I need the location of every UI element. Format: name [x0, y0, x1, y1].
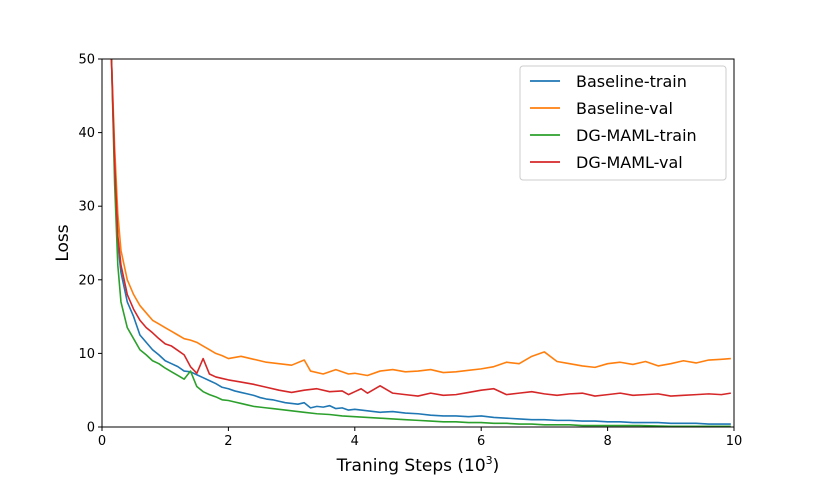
x-axis: 0 2 4 6 8 10	[98, 427, 742, 449]
legend-box	[519, 65, 727, 181]
x-axis-label: Traning Steps (103)	[336, 454, 500, 476]
y-tick-label: 40	[78, 126, 95, 141]
y-tick-label: 50	[78, 53, 95, 68]
series-line-baseline-train	[110, 59, 731, 425]
series-line-dg-maml-val	[110, 59, 731, 397]
x-tick-label: 0	[98, 434, 106, 449]
y-tick-label: 30	[78, 200, 95, 215]
x-tick-label: 2	[224, 434, 232, 449]
x-tick-label: 6	[477, 434, 485, 449]
x-tick-label: 8	[603, 434, 611, 449]
y-tick-label: 0	[87, 421, 95, 436]
x-axis-label-text: Traning Steps (10	[336, 456, 486, 476]
legend-label-dg-maml-train: DG-MAML-train	[576, 126, 697, 145]
legend-label-dg-maml-val: DG-MAML-val	[576, 153, 683, 172]
y-axis-label: Loss	[53, 224, 73, 261]
y-tick-label: 10	[78, 347, 95, 362]
x-tick-label: 10	[726, 434, 743, 449]
x-tick-label: 4	[351, 434, 359, 449]
x-axis-label-close: )	[493, 456, 500, 476]
y-tick-label: 20	[78, 273, 95, 288]
legend-label-baseline-train: Baseline-train	[576, 72, 687, 91]
legend: Baseline-train Baseline-val DG-MAML-train D…	[519, 65, 727, 181]
series-line-dg-maml-train	[110, 59, 731, 427]
plot-area	[110, 59, 731, 427]
y-axis: 0 10 20 30 40 50	[78, 53, 102, 436]
plot-frame	[101, 58, 735, 428]
legend-label-baseline-val: Baseline-val	[576, 99, 673, 118]
series-line-baseline-val	[110, 59, 731, 377]
x-axis-label-superscript: 3	[486, 454, 493, 467]
